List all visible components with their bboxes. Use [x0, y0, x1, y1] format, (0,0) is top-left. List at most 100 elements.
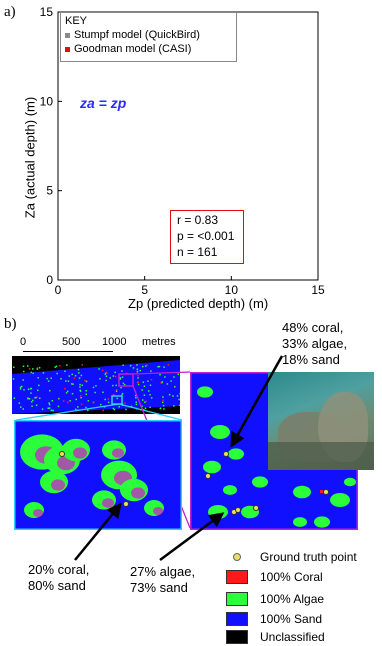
- map-speck: [161, 381, 164, 383]
- map-speck: [112, 393, 115, 396]
- arrow-bottom-mid: [159, 512, 225, 562]
- map-speck: [13, 366, 15, 368]
- map-speck: [119, 377, 122, 379]
- map-speck: [106, 372, 108, 374]
- map-speck: [144, 401, 146, 403]
- scale-tick-label: 1000: [102, 336, 127, 348]
- annotation-bottom-mid: 27% algae, 73% sand: [130, 564, 195, 596]
- map-speck: [79, 390, 82, 392]
- ground-truth-point: [253, 505, 259, 511]
- map-speck: [42, 372, 45, 374]
- algae-patch: [203, 460, 221, 474]
- map-speck: [36, 396, 38, 398]
- map-speck: [38, 366, 41, 369]
- map-speck: [136, 371, 138, 374]
- map-speck: [56, 372, 58, 375]
- map-speck: [22, 408, 25, 410]
- map-speck: [64, 370, 66, 373]
- legend-swatch: [226, 592, 248, 606]
- y-tick-label: 10: [40, 94, 54, 108]
- annotation-line: 27% algae,: [130, 564, 196, 579]
- algae-patch: [344, 477, 356, 487]
- map-speck: [50, 377, 52, 379]
- annotation-line: 80% sand: [28, 578, 86, 593]
- map-speck: [122, 382, 125, 385]
- algae-patch: [252, 476, 268, 488]
- legend-marker-gray: [65, 32, 70, 38]
- stats-box: r = 0.83 p = <0.001 n = 161: [170, 210, 244, 264]
- map-speck: [85, 380, 88, 383]
- legend-algae: 100% Algae: [226, 592, 324, 606]
- map-speck: [71, 392, 74, 395]
- annotation-line: 18% sand: [282, 352, 340, 367]
- map-speck: [52, 409, 54, 412]
- legend-ground-truth: Ground truth point: [226, 550, 357, 564]
- map-speck: [137, 381, 140, 384]
- ground-truth-point: [205, 473, 211, 479]
- cyan-blobs: [20, 434, 164, 518]
- x-tick-label: 10: [225, 283, 239, 297]
- map-speck: [102, 391, 104, 394]
- map-speck: [35, 396, 37, 399]
- overview-specks: [12, 364, 180, 412]
- map-speck: [47, 380, 50, 382]
- map-speck: [70, 383, 73, 385]
- map-speck: [149, 406, 151, 409]
- scale-unit-label: metres: [142, 336, 176, 348]
- map-speck: [28, 368, 31, 370]
- panel-b-label: b): [4, 316, 17, 332]
- map-speck: [38, 384, 40, 387]
- scale-tick-label: 0: [20, 336, 27, 348]
- map-speck: [157, 366, 159, 368]
- legend-label: Stumpf model (QuickBird): [74, 29, 200, 41]
- map-speck: [66, 364, 68, 366]
- annotation-top-right: 48% coral, 33% algae, 18% sand: [282, 320, 347, 368]
- map-speck: [77, 368, 80, 371]
- map-speck: [162, 396, 164, 398]
- map-speck: [174, 386, 176, 388]
- x-tick-label: 15: [311, 283, 325, 297]
- map-speck: [132, 367, 135, 369]
- map-speck: [118, 406, 120, 408]
- map-speck: [136, 364, 138, 366]
- map-speck: [85, 406, 87, 409]
- algae-patch: [223, 485, 237, 495]
- map-speck: [163, 366, 165, 368]
- map-speck: [94, 391, 96, 394]
- map-speck: [77, 406, 79, 408]
- map-speck: [147, 390, 150, 392]
- map-speck: [173, 405, 175, 407]
- map-speck: [32, 372, 34, 375]
- map-speck: [124, 384, 126, 386]
- map-speck: [141, 389, 143, 391]
- map-speck: [22, 379, 24, 381]
- y-tick-label: 5: [46, 184, 53, 198]
- map-speck: [114, 371, 116, 374]
- map-speck: [20, 406, 22, 408]
- map-speck: [19, 388, 22, 390]
- map-speck: [73, 377, 76, 379]
- map-speck: [95, 385, 97, 387]
- map-speck: [57, 405, 60, 408]
- ground-truth-point: [223, 451, 229, 457]
- map-speck: [115, 390, 118, 393]
- map-speck: [69, 400, 71, 402]
- legend-label: 100% Algae: [260, 592, 325, 606]
- map-speck: [144, 365, 147, 367]
- map-speck: [115, 388, 118, 391]
- algae-patch: [210, 425, 230, 439]
- map-speck: [130, 405, 133, 408]
- map-speck: [35, 404, 38, 406]
- map-speck: [48, 389, 51, 392]
- map-speck: [85, 389, 87, 392]
- map-speck: [134, 394, 137, 397]
- coral-patch: [153, 507, 163, 515]
- legend-label: Unclassified: [260, 630, 325, 644]
- map-speck: [143, 408, 145, 411]
- map-speck: [136, 368, 139, 370]
- map-speck: [13, 397, 16, 399]
- map-speck: [67, 380, 70, 382]
- map-speck: [37, 377, 39, 379]
- map-speck: [146, 364, 148, 366]
- map-speck: [98, 368, 100, 370]
